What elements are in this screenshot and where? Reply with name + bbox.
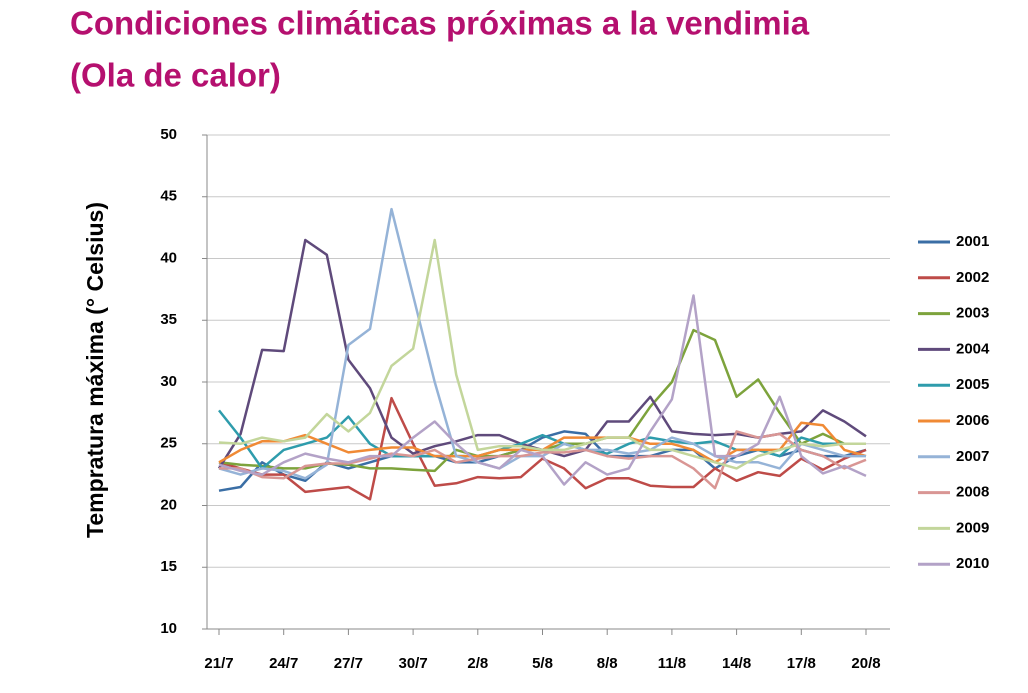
legend-label: 2009 bbox=[956, 519, 989, 536]
chart-subtitle: (Ola de calor) bbox=[70, 57, 281, 94]
y-tick-label: 50 bbox=[160, 126, 177, 143]
series-line bbox=[219, 430, 867, 490]
y-tick-label: 25 bbox=[160, 435, 177, 452]
x-tick-label: 5/8 bbox=[532, 655, 553, 672]
legend-label: 2005 bbox=[956, 376, 989, 393]
x-tick-label: 27/7 bbox=[334, 655, 363, 672]
y-tick-label: 15 bbox=[160, 558, 177, 575]
chart-title: Condiciones climáticas próximas a la ven… bbox=[70, 5, 810, 42]
x-tick-label: 21/7 bbox=[204, 655, 233, 672]
legend-label: 2008 bbox=[956, 484, 989, 501]
y-axis-label: Tempratura máxima (° Celsius) bbox=[82, 202, 108, 538]
y-tick-label: 20 bbox=[160, 496, 177, 513]
x-tick-label: 11/8 bbox=[658, 655, 686, 672]
legend-label: 2006 bbox=[956, 412, 989, 429]
series-line bbox=[218, 238, 866, 470]
y-tick-label: 30 bbox=[160, 373, 177, 390]
legend-label: 2007 bbox=[956, 448, 989, 465]
y-tick-label: 10 bbox=[160, 620, 177, 637]
x-tick-label: 2/8 bbox=[467, 655, 488, 672]
y-tick-label: 40 bbox=[160, 249, 177, 266]
legend-label: 2004 bbox=[956, 340, 990, 357]
x-tick-label: 17/8 bbox=[787, 655, 816, 672]
series-line bbox=[218, 396, 867, 501]
y-tick-label: 35 bbox=[160, 311, 177, 328]
x-tick-label: 14/8 bbox=[722, 655, 751, 672]
y-tick-label: 45 bbox=[160, 188, 177, 205]
legend-label: 2003 bbox=[956, 305, 989, 322]
x-tick-label: 24/7 bbox=[269, 655, 298, 672]
legend-label: 2010 bbox=[956, 555, 989, 572]
x-tick-label: 30/7 bbox=[398, 655, 427, 672]
series-line bbox=[218, 294, 867, 486]
legend-label: 2001 bbox=[956, 233, 989, 250]
x-tick-label: 8/8 bbox=[597, 655, 618, 672]
x-tick-label: 20/8 bbox=[851, 655, 880, 672]
legend-label: 2002 bbox=[956, 269, 989, 286]
